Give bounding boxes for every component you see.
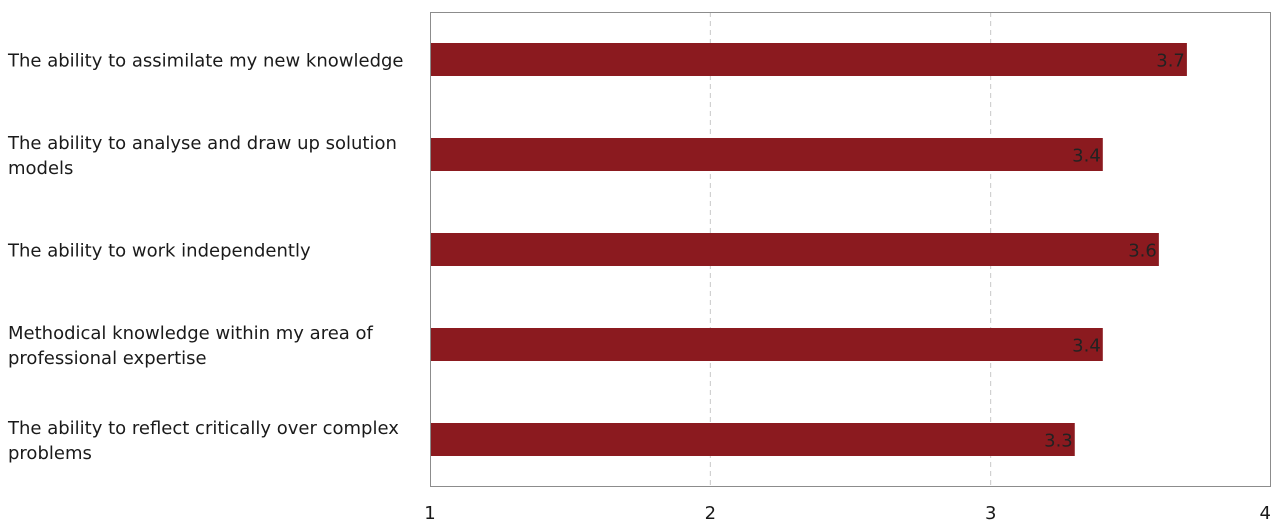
bar [430, 233, 1159, 266]
bar-value-label: 3.3 [1044, 431, 1073, 452]
bar-value-label: 3.7 [1156, 51, 1185, 72]
bars [430, 43, 1187, 456]
category-label: The ability to work independently [7, 241, 311, 262]
category-label: Methodical knowledge within my area of pr… [8, 323, 374, 369]
bar-value-label: 3.4 [1072, 146, 1101, 167]
plot-frame [430, 12, 1271, 487]
category-label: The ability to analyse and draw up solut… [7, 133, 397, 179]
x-axis-ticks: 1 2 3 4 [424, 503, 1271, 524]
bar-value-label: 3.6 [1128, 241, 1157, 262]
value-labels: 3.7 3.4 3.6 3.4 3.3 [1044, 51, 1185, 452]
category-labels: The ability to assimilate my new knowled… [7, 51, 404, 465]
x-tick-label: 2 [705, 503, 716, 524]
category-label: The ability to reflect critically over c… [7, 418, 399, 464]
bar [430, 43, 1187, 76]
bar-value-label: 3.4 [1072, 336, 1101, 357]
x-tick-label: 3 [985, 503, 996, 524]
bar [430, 423, 1075, 456]
category-label: The ability to assimilate my new knowled… [7, 51, 404, 72]
bar [430, 138, 1103, 171]
bar [430, 328, 1103, 361]
x-tick-label: 4 [1260, 503, 1271, 524]
x-tick-label: 1 [424, 503, 435, 524]
plot-border [430, 12, 1271, 487]
